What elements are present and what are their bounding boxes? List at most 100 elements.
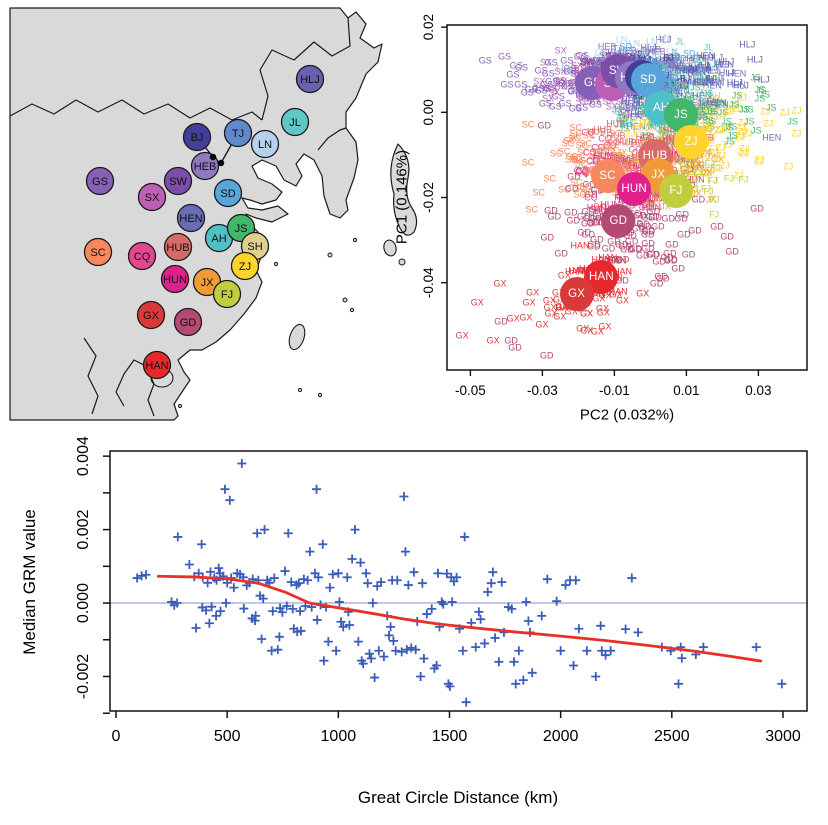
grm-data-point <box>391 646 401 656</box>
map-province-label-BJ: BJ <box>191 132 204 144</box>
pca-point-label: SX <box>582 58 595 69</box>
pca-point-label: GS <box>563 63 577 74</box>
pca-point-label: GS <box>543 83 557 94</box>
pca-centroid-HUN: HUN <box>617 171 652 206</box>
pca-point-label: JS <box>690 82 701 93</box>
pca-point-label: JX <box>656 129 668 140</box>
map-island <box>383 239 397 257</box>
pca-y-tick-label: 0.00 <box>421 99 436 125</box>
pca-point-label: GX <box>526 287 540 298</box>
pca-point-label: GS <box>520 87 534 98</box>
pca-point-label: AH <box>667 80 680 91</box>
map-province-circle-CQ <box>127 241 157 271</box>
pca-point-label: GX <box>592 293 606 304</box>
grm-data-point <box>331 646 341 656</box>
pca-point-label: SX <box>571 60 584 71</box>
grm-y-axis-label: Median GRM value <box>20 509 39 655</box>
pca-y-tick-label: 0.02 <box>421 14 436 40</box>
grm-data-point <box>353 637 363 647</box>
pca-point-label: SW <box>580 56 596 67</box>
pca-point-label: GD <box>504 335 518 346</box>
pca-point-label: JX <box>680 170 691 181</box>
pca-point-label: SD <box>668 51 681 62</box>
pca-point-label: JS <box>703 115 714 126</box>
pca-point-label: HLJ <box>682 64 699 75</box>
grm-data-point <box>392 575 402 585</box>
grm-data-point <box>403 580 413 590</box>
pca-point-label: HLJ <box>663 52 680 63</box>
pca-point-label: SC <box>640 200 654 211</box>
pca-point-label: SC <box>532 187 546 198</box>
pca-point-label: GS <box>509 60 523 71</box>
pca-point-label: LN <box>625 51 637 62</box>
pca-point-label: ZJ <box>707 112 718 123</box>
pca-point-label: HLJ <box>713 59 730 70</box>
pca-point-label: JS <box>640 130 651 141</box>
pca-point-label: ZJ <box>700 120 711 131</box>
pca-point-label: HAN <box>570 240 590 251</box>
pca-point-label: HUB <box>688 112 708 123</box>
pca-point-label: FJ <box>650 198 661 209</box>
pca-point-label: SC <box>581 187 595 198</box>
pca-point-label: ZJ <box>737 146 748 157</box>
pca-point-label: JX <box>624 157 635 168</box>
map-province-AH: AH <box>204 223 234 253</box>
pca-point-label: SC <box>606 137 620 148</box>
map-islet <box>342 297 348 303</box>
pca-point-label: SX <box>533 76 546 87</box>
pca-point-label: LN <box>556 62 568 73</box>
pca-centroid-label-HAN: HAN <box>588 270 614 283</box>
pca-point-label: HEB <box>658 53 678 64</box>
pca-point-label: HLJ <box>739 39 756 50</box>
map-province-FJ: FJ <box>212 279 242 309</box>
pca-point-label: HAN <box>565 266 585 277</box>
pca-point-label: HEN <box>659 83 679 94</box>
pca-point-label: JL <box>669 55 680 66</box>
pca-point-label: CQ <box>584 192 598 203</box>
grm-data-point <box>358 659 368 669</box>
grm-data-point <box>416 671 426 681</box>
pca-point-label: GD <box>648 212 662 223</box>
pca-point-label: ZJ <box>697 98 708 109</box>
pca-point-label: HLJ <box>692 76 709 87</box>
pca-point-label: GD <box>663 248 677 259</box>
pca-point-label: SC <box>567 133 581 144</box>
pca-point-label: HLJ <box>665 65 682 76</box>
pca-point-label: ZJ <box>715 124 726 135</box>
pca-point-label: GX <box>598 290 612 301</box>
pca-point-label: ZJ <box>658 123 669 134</box>
pca-point-label: JS <box>717 107 729 118</box>
map-islet <box>398 258 406 266</box>
pca-point-label: JS <box>702 88 714 99</box>
pca-point-label: HLJ <box>701 73 718 84</box>
pca-point-label: FJ <box>626 200 637 211</box>
pca-point-label: HEN <box>657 81 677 92</box>
pca-point-label: FJ <box>709 194 720 205</box>
pca-point-label: JS <box>756 85 767 96</box>
pca-point-label: LN <box>615 34 628 45</box>
pca-y-tick-label: -0.02 <box>421 182 436 213</box>
pca-point-label: SC <box>596 142 610 153</box>
grm-x-tick-label: 2500 <box>654 728 690 745</box>
grm-y-tick-label: -0.002 <box>75 654 92 699</box>
grm-plot-layer: 0 500 1000 1500 2000 2500 3000 0.004 0.002 0.000 -… <box>75 436 808 745</box>
pca-point-label: GS <box>588 99 602 110</box>
map-province-circle-SD <box>213 178 243 208</box>
pca-point-label: HEN <box>762 132 782 143</box>
grm-data-point <box>336 617 346 627</box>
pca-point-label: GD <box>540 232 554 243</box>
grm-data-point <box>542 574 552 584</box>
grm-data-point <box>606 646 616 656</box>
pca-point-label: JS <box>659 131 670 142</box>
pca-point-label: JS <box>678 81 689 92</box>
pca-point-label: GD <box>576 211 591 222</box>
grm-data-point <box>445 681 455 691</box>
pca-point-label: HLJ <box>672 80 689 91</box>
grm-data-point <box>214 563 224 573</box>
pca-point-label: GS <box>558 78 572 89</box>
grm-data-point <box>334 597 344 607</box>
pca-plot-area: ZJLNHLJHEBLNHUBHUNJSSWZJSCGDGDHANZJGDCQB… <box>447 25 807 370</box>
grm-data-point <box>621 624 631 634</box>
pca-point-label: HUN <box>628 160 648 171</box>
grm-data-point <box>366 653 376 663</box>
